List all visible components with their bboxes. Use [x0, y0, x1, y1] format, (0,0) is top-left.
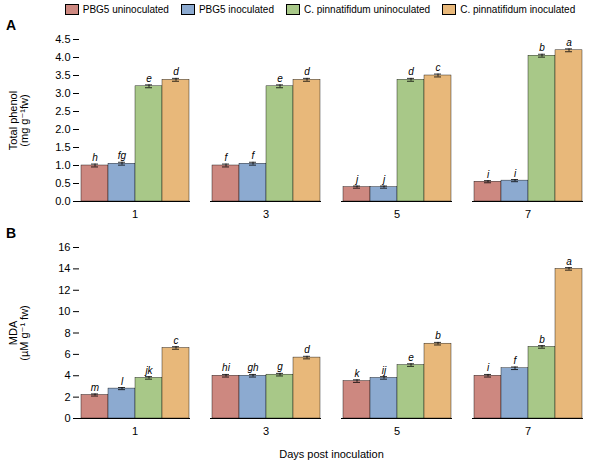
svg-text:4.0: 4.0 — [55, 51, 70, 63]
svg-text:Days post inoculation: Days post inoculation — [279, 448, 384, 460]
html-text:C. pinnatifidum uninoculated: C. pinnatifidum uninoculated — [304, 4, 431, 15]
svg-text:1: 1 — [132, 425, 138, 437]
svg-text:gh: gh — [247, 362, 259, 373]
svg-text:3: 3 — [263, 425, 269, 437]
svg-text:14: 14 — [58, 262, 70, 274]
svg-text:i: i — [514, 168, 517, 179]
svg-text:h: h — [92, 152, 98, 163]
svg-text:7: 7 — [525, 208, 531, 220]
svg-text:10: 10 — [58, 305, 70, 317]
svg-text:5: 5 — [394, 425, 400, 437]
svg-text:c: c — [436, 62, 441, 73]
svg-text:i: i — [487, 362, 490, 373]
svg-text:a: a — [566, 37, 572, 48]
svg-text:k: k — [355, 368, 361, 379]
svg-text:6: 6 — [64, 348, 70, 360]
svg-text:1: 1 — [132, 208, 138, 220]
svg-text:5: 5 — [394, 208, 400, 220]
svg-text:d: d — [173, 66, 179, 77]
svg-text:e: e — [408, 352, 414, 363]
html-text:A: A — [6, 17, 17, 33]
svg-text:3.0: 3.0 — [55, 87, 70, 99]
html-text:B: B — [6, 225, 17, 241]
svg-text:d: d — [408, 66, 414, 77]
svg-text:2.0: 2.0 — [55, 123, 70, 135]
svg-text:jk: jk — [143, 365, 153, 376]
svg-text:2: 2 — [64, 391, 70, 403]
svg-text:e: e — [277, 73, 283, 84]
svg-text:1.5: 1.5 — [55, 141, 70, 153]
svg-text:hi: hi — [222, 362, 231, 373]
svg-text:0: 0 — [64, 412, 70, 424]
svg-text:i: i — [487, 169, 490, 180]
svg-text:f: f — [514, 355, 518, 366]
svg-text:7: 7 — [525, 425, 531, 437]
svg-text:d: d — [304, 344, 310, 355]
svg-text:3: 3 — [263, 208, 269, 220]
svg-text:0.5: 0.5 — [55, 177, 70, 189]
svg-text:4: 4 — [64, 369, 70, 381]
svg-text:12: 12 — [58, 284, 70, 296]
svg-text:1.0: 1.0 — [55, 159, 70, 171]
svg-text:l: l — [121, 376, 124, 387]
svg-text:8: 8 — [64, 327, 70, 339]
html-text:PBG5 uninoculated: PBG5 uninoculated — [82, 4, 169, 15]
svg-text:m: m — [91, 382, 99, 393]
svg-text:2.5: 2.5 — [55, 105, 70, 117]
svg-text:0.0: 0.0 — [55, 195, 70, 207]
svg-text:e: e — [146, 73, 152, 84]
svg-text:c: c — [174, 335, 179, 346]
svg-text:g: g — [277, 361, 283, 372]
svg-text:b: b — [435, 330, 441, 341]
svg-text:a: a — [566, 256, 572, 267]
svg-text:j: j — [354, 174, 359, 185]
svg-text:ij: ij — [382, 365, 387, 376]
svg-text:Total phenol(mg g⁻¹fw): Total phenol(mg g⁻¹fw) — [7, 91, 30, 150]
svg-text:3.5: 3.5 — [55, 69, 70, 81]
svg-text:f: f — [225, 152, 229, 163]
html-text:PBG5 inoculated: PBG5 inoculated — [198, 4, 274, 15]
svg-text:16: 16 — [58, 241, 70, 253]
svg-text:j: j — [381, 174, 386, 185]
html-text:C. pinnatifidum inoculated: C. pinnatifidum inoculated — [460, 4, 576, 15]
svg-text:fg: fg — [118, 150, 127, 161]
svg-text:4.5: 4.5 — [55, 33, 70, 45]
svg-text:b: b — [539, 42, 545, 53]
svg-text:d: d — [304, 66, 310, 77]
svg-text:MDA(µM g⁻¹ fw): MDA(µM g⁻¹ fw) — [7, 305, 30, 361]
svg-text:b: b — [539, 334, 545, 345]
svg-text:f: f — [252, 150, 256, 161]
